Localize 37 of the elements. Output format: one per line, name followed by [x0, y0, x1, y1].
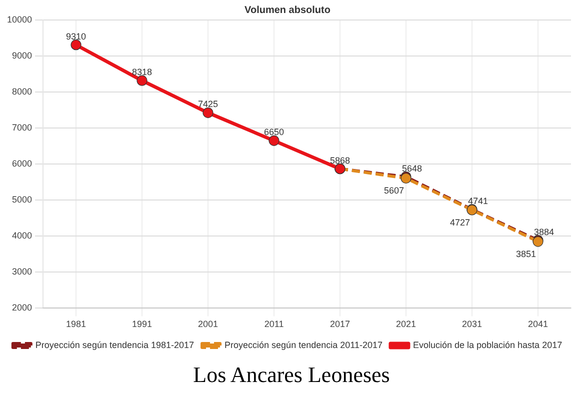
y-tick-label: 6000: [12, 158, 32, 169]
x-tick-label: 2031: [462, 319, 482, 330]
data-label: 5607: [384, 186, 404, 196]
y-tick-label: 2000: [12, 302, 32, 313]
data-label: 7425: [198, 99, 218, 110]
chart-title: Volumen absoluto: [244, 4, 330, 16]
data-label: 9310: [66, 31, 86, 42]
legend-label: Proyección según tendencia 1981-2017: [35, 340, 194, 350]
data-label: 8318: [132, 67, 152, 78]
data-label: 3884: [534, 226, 554, 237]
x-tick-label: 2041: [528, 319, 548, 330]
y-tick-label: 5000: [12, 194, 32, 205]
data-label: 3851: [516, 249, 536, 259]
y-tick-label: 8000: [12, 86, 32, 97]
data-label: 6650: [264, 127, 284, 138]
data-label: 4727: [450, 217, 470, 228]
data-label: 5648: [402, 163, 422, 174]
x-tick-label: 2021: [396, 319, 416, 330]
y-tick-label: 9000: [12, 50, 32, 61]
data-label: 5868: [330, 155, 350, 166]
x-tick-label: 1981: [66, 319, 86, 330]
y-tick-label: 4000: [12, 230, 32, 241]
point: [202, 107, 214, 118]
point: [70, 40, 82, 50]
y-tick-label: 7000: [12, 122, 32, 133]
x-tick-label: 2011: [264, 319, 284, 330]
data-label: 4741: [468, 196, 488, 206]
point: [136, 75, 148, 86]
legend-label: Evolución de la población hasta 2017: [412, 340, 562, 350]
text: Los Ancares Leoneses: [192, 362, 391, 388]
x-tick-label: 1991: [132, 319, 152, 330]
point: [268, 135, 280, 146]
y-tick-label: 3000: [12, 266, 32, 277]
y-tick-label: 10000: [6, 14, 32, 24]
legend-label: Proyección según tendencia 2011-2017: [224, 340, 382, 350]
x-tick-label: 2017: [330, 319, 350, 330]
x-tick-label: 2001: [198, 319, 218, 330]
